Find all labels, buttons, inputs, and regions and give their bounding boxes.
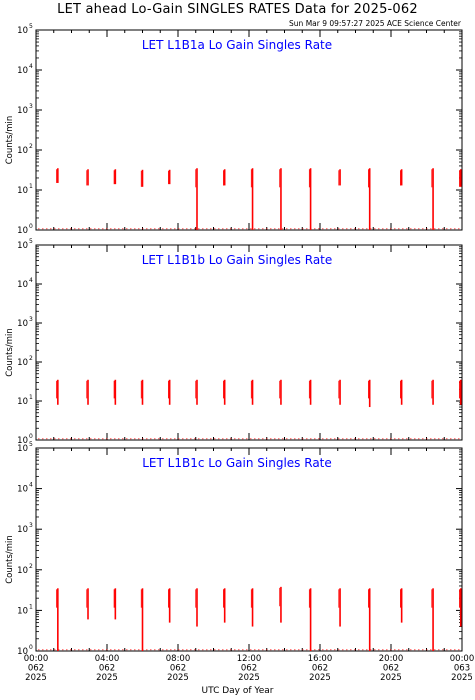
y-tick-label: 10 — [17, 26, 28, 36]
y-tick-label: 10 — [17, 444, 28, 454]
x-tick-label-doy: 062 — [241, 664, 257, 674]
x-tick-label-time: 16:00 — [308, 654, 333, 664]
y-tick-exponent: 3 — [29, 316, 33, 323]
x-tick-label-doy: 062 — [28, 664, 44, 674]
x-tick-label-year: 2025 — [380, 673, 402, 683]
y-tick-exponent: 5 — [29, 238, 33, 245]
x-tick-label-time: 12:00 — [237, 654, 262, 664]
y-tick-exponent: 3 — [29, 522, 33, 529]
y-tick-exponent: 4 — [29, 63, 33, 70]
y-tick-label: 10 — [17, 566, 28, 576]
panel-title: LET L1B1a Lo Gain Singles Rate — [142, 38, 332, 52]
x-axis-title: UTC Day of Year — [201, 686, 274, 696]
y-tick-exponent: 4 — [29, 277, 33, 284]
y-tick-label: 10 — [17, 647, 28, 657]
plot-frame — [35, 447, 463, 652]
y-tick-label: 10 — [17, 397, 28, 407]
y-axis-label: Counts/min — [5, 116, 15, 165]
y-tick-exponent: 2 — [29, 143, 33, 150]
y-tick-exponent: 4 — [29, 482, 33, 489]
plot-frame — [35, 244, 463, 441]
x-tick-label-time: 04:00 — [95, 654, 120, 664]
y-tick-exponent: 5 — [29, 23, 33, 30]
y-axis-label: Counts/min — [5, 535, 15, 584]
x-tick-label-time: 20:00 — [379, 654, 404, 664]
y-tick-exponent: 2 — [29, 563, 33, 570]
panel-title: LET L1B1b Lo Gain Singles Rate — [142, 253, 333, 267]
y-tick-exponent: 3 — [29, 103, 33, 110]
y-tick-exponent: 1 — [29, 394, 33, 401]
y-tick-label: 10 — [17, 146, 28, 156]
y-tick-label: 10 — [17, 485, 28, 495]
y-tick-label: 10 — [17, 226, 28, 236]
x-tick-label-year: 2025 — [25, 673, 47, 683]
x-tick-label-year: 2025 — [96, 673, 118, 683]
y-tick-label: 10 — [17, 280, 28, 290]
x-tick-label-doy: 062 — [170, 664, 186, 674]
x-tick-label-year: 2025 — [238, 673, 260, 683]
y-tick-label: 10 — [17, 319, 28, 329]
y-axis-label: Counts/min — [5, 328, 15, 377]
y-tick-exponent: 2 — [29, 355, 33, 362]
y-tick-label: 10 — [17, 606, 28, 616]
y-tick-label: 10 — [17, 66, 28, 76]
x-tick-label-doy: 062 — [99, 664, 115, 674]
x-tick-label-time: 00:00 — [24, 654, 49, 664]
x-tick-label-year: 2025 — [167, 673, 189, 683]
y-tick-label: 10 — [17, 358, 28, 368]
y-tick-exponent: 5 — [29, 441, 33, 448]
x-tick-label-doy: 062 — [383, 664, 399, 674]
x-tick-label-time: 00:00 — [450, 654, 475, 664]
y-tick-label: 10 — [17, 186, 28, 196]
panel-title: LET L1B1c Lo Gain Singles Rate — [142, 456, 332, 470]
x-tick-label-doy: 062 — [312, 664, 328, 674]
plot-frame — [35, 29, 463, 231]
y-tick-exponent: 1 — [29, 183, 33, 190]
y-tick-label: 10 — [17, 436, 28, 446]
x-tick-label-doy: 063 — [454, 664, 470, 674]
y-tick-exponent: 1 — [29, 603, 33, 610]
y-tick-exponent: 0 — [29, 644, 33, 651]
x-tick-label-year: 2025 — [309, 673, 331, 683]
y-tick-label: 10 — [17, 525, 28, 535]
y-tick-exponent: 0 — [29, 433, 33, 440]
x-tick-label-time: 08:00 — [166, 654, 191, 664]
y-tick-label: 10 — [17, 241, 28, 251]
generation-timestamp: Sun Mar 9 09:57:27 2025 ACE Science Cent… — [289, 19, 461, 28]
y-tick-exponent: 0 — [29, 223, 33, 230]
x-tick-label-year: 2025 — [451, 673, 473, 683]
page-title: LET ahead Lo-Gain SINGLES RATES Data for… — [57, 2, 418, 17]
y-tick-label: 10 — [17, 106, 28, 116]
